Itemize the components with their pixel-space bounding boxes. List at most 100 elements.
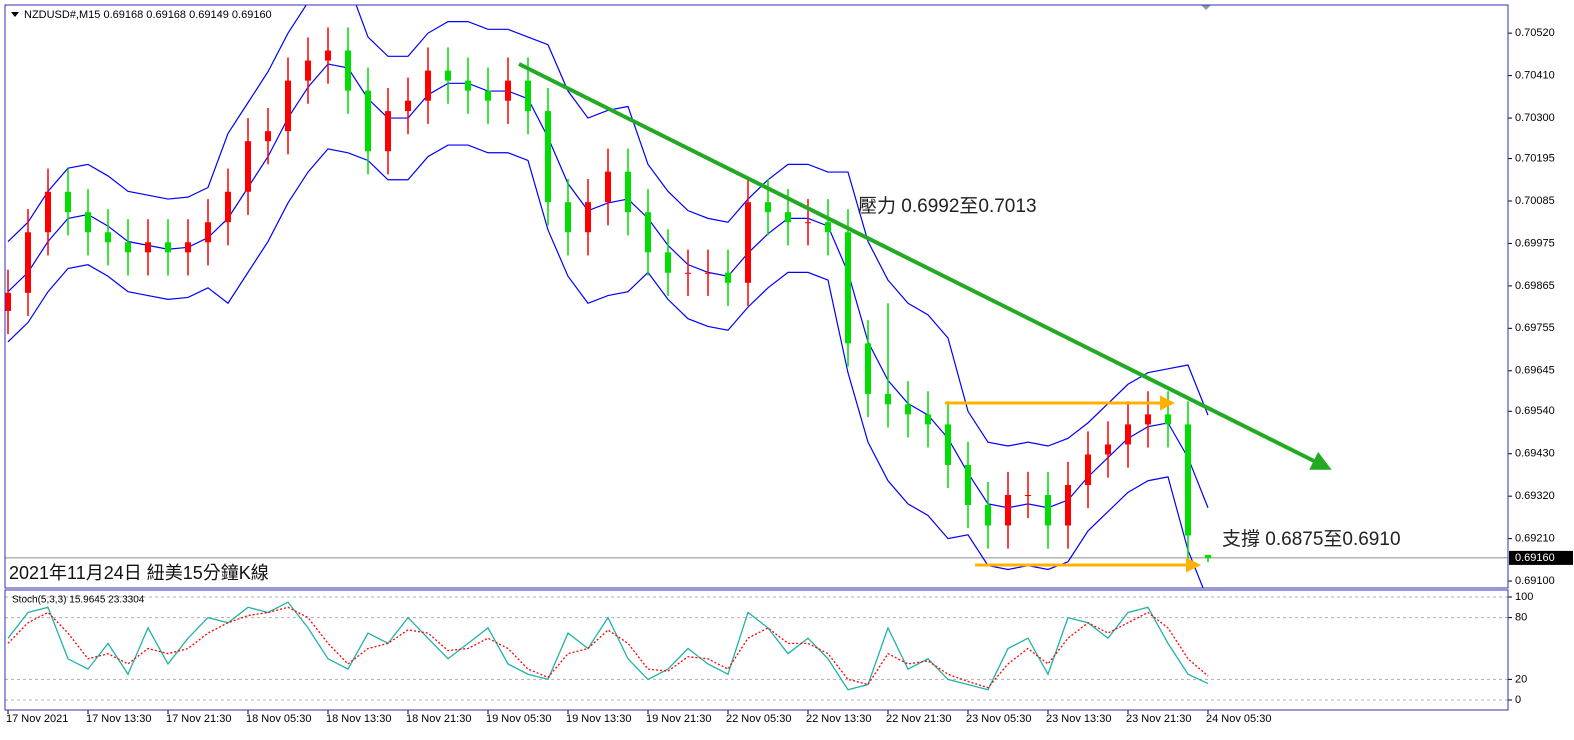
x-tick-label: 19 Nov 05:30 <box>486 713 551 725</box>
candle-body <box>85 212 91 233</box>
y-tick-label: 0.69320 <box>1515 490 1555 502</box>
candle-body <box>1005 495 1011 526</box>
candle-body <box>1105 444 1111 455</box>
x-tick-label: 24 Nov 05:30 <box>1206 713 1271 725</box>
candle-body <box>525 80 531 112</box>
y-tick-label: 0 <box>1515 694 1521 706</box>
price-label-box <box>1509 550 1573 565</box>
candle-body <box>665 252 671 273</box>
x-tick-label: 22 Nov 21:30 <box>886 713 951 725</box>
candle-body <box>105 232 111 243</box>
stoch-line <box>7 601 1209 691</box>
stoch-title: Stoch(5,3,3) 15.9645 23.3304 <box>12 595 145 606</box>
candle-body <box>645 212 651 253</box>
candle-body <box>1185 424 1191 536</box>
y-tick-label: 0.70085 <box>1515 195 1555 207</box>
candle-body <box>1045 495 1051 526</box>
x-tick-label: 22 Nov 05:30 <box>726 713 791 725</box>
x-tick-label: 18 Nov 05:30 <box>246 713 311 725</box>
candle-body <box>445 70 451 81</box>
candle-body <box>765 202 771 213</box>
x-tick-label: 19 Nov 13:30 <box>566 713 631 725</box>
candle-body <box>45 191 51 233</box>
stoch-plot <box>5 596 1508 701</box>
candle-body <box>465 80 471 91</box>
candle-body <box>405 100 411 112</box>
candle-body <box>65 191 71 213</box>
candle-body <box>25 232 31 293</box>
shift-marker <box>1201 5 1211 10</box>
candle-body <box>205 222 211 243</box>
x-tick-label: 18 Nov 21:30 <box>406 713 471 725</box>
y-tick-label: 100 <box>1515 591 1533 603</box>
candle-body <box>385 111 391 152</box>
y-tick-label: 0.69540 <box>1515 405 1555 417</box>
candle-body <box>685 272 691 274</box>
x-tick-label: 18 Nov 13:30 <box>326 713 391 725</box>
y-tick-label: 0.70195 <box>1515 152 1555 164</box>
candle-body <box>705 272 711 274</box>
candle-body <box>925 414 931 425</box>
x-tick-label: 23 Nov 21:30 <box>1126 713 1191 725</box>
candle-body <box>745 202 751 283</box>
x-tick-label: 23 Nov 05:30 <box>966 713 1031 725</box>
candle-body <box>785 212 791 223</box>
candle-body <box>145 242 151 253</box>
x-tick-label: 17 Nov 13:30 <box>86 713 151 725</box>
x-tick-label: 19 Nov 21:30 <box>646 713 711 725</box>
y-tick-label: 0.69865 <box>1515 280 1555 292</box>
x-tick-label: 17 Nov 21:30 <box>166 713 231 725</box>
candle-body <box>265 131 271 142</box>
candle-body <box>865 343 871 394</box>
candle-body <box>1205 554 1211 558</box>
candle-body <box>1125 424 1131 445</box>
y-tick-label: 0.69755 <box>1515 322 1555 334</box>
y-tick-label: 20 <box>1515 673 1527 685</box>
candle-body <box>945 424 951 465</box>
candle-body <box>585 202 591 233</box>
price-label: 0.69160 <box>1515 552 1555 564</box>
candle-body <box>1025 495 1031 497</box>
candle-body <box>725 272 731 283</box>
price-frame <box>4 4 1509 589</box>
candle-body <box>5 292 11 311</box>
price-plot <box>5 5 1508 588</box>
candle-body <box>285 80 291 132</box>
candle-body <box>225 191 231 223</box>
candle-body <box>345 50 351 91</box>
drawings: 壓力 0.6992至0.7013 支撐 0.6875至0.6910 2021年1… <box>6 5 1401 606</box>
candle-body <box>425 70 431 101</box>
candle-body <box>565 202 571 233</box>
candle-body <box>365 90 371 152</box>
candle-body <box>845 232 851 344</box>
menu-triangle <box>11 12 19 17</box>
resistance-annotation: 壓力 0.6992至0.7013 <box>858 195 1037 217</box>
candle-body <box>1065 484 1071 526</box>
candle-body <box>985 505 991 526</box>
candle-body <box>185 242 191 253</box>
caption-box <box>6 560 324 587</box>
bollinger-band <box>7 144 1204 588</box>
support-annotation: 支撐 0.6875至0.6910 <box>1222 528 1401 550</box>
y-tick-label: 0.69430 <box>1515 448 1555 460</box>
candle-body <box>125 242 131 253</box>
candle-body <box>245 141 251 192</box>
stoch-line <box>7 606 1209 689</box>
axes: 0.70520 0.70410 0.70300 0.70195 0.70085 0.699… <box>6 27 1573 725</box>
x-tick-label: 22 Nov 13:30 <box>806 713 871 725</box>
stoch-frame <box>4 589 1509 711</box>
candle-body <box>605 171 611 203</box>
caption: 2021年11月24日 紐美15分鐘K線 <box>9 563 269 583</box>
y-tick-label: 0.69975 <box>1515 237 1555 249</box>
candle-body <box>885 393 891 405</box>
x-tick-label: 23 Nov 13:30 <box>1046 713 1111 725</box>
candle-body <box>485 90 491 101</box>
candle-body <box>1165 414 1171 425</box>
candle-body <box>545 111 551 203</box>
x-tick-label: 17 Nov 2021 <box>6 713 68 725</box>
candle-body <box>625 171 631 213</box>
y-tick-label: 0.69210 <box>1515 533 1555 545</box>
